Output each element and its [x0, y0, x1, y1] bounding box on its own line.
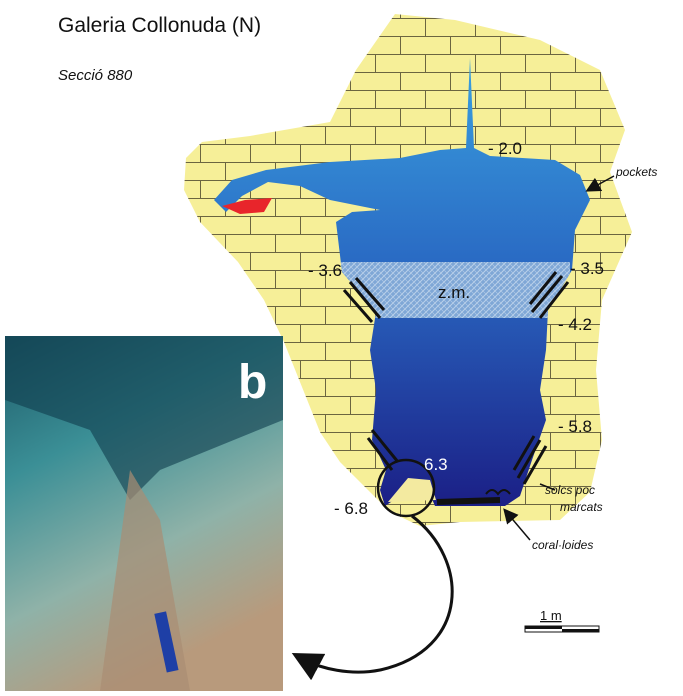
photo-label: b [238, 356, 267, 409]
depth-label: - 6.8 [334, 499, 368, 518]
detail-arrow [305, 516, 452, 672]
depth-label: 6.3 [424, 455, 448, 474]
annotation: marcats [560, 500, 603, 514]
annotation: pockets [615, 165, 657, 179]
title: Galeria Collonuda (N) [58, 14, 261, 37]
annotation: coral·loides [532, 538, 593, 552]
scale-bar [525, 626, 599, 632]
depth-label: - 3.6 [308, 261, 342, 280]
depth-label: - 5.8 [558, 417, 592, 436]
subtitle: Secció 880 [58, 67, 133, 84]
depth-label: - 2.0 [488, 139, 522, 158]
annotation: solcs poc [545, 483, 595, 497]
zone-label: z.m. [438, 283, 470, 302]
scale-label: 1 m [540, 608, 562, 623]
cave-section: Galeria Collonuda (N) Secció 880 - 2.0 -… [0, 0, 683, 691]
depth-label: - 3.5 [570, 259, 604, 278]
depth-label: - 4.2 [558, 315, 592, 334]
